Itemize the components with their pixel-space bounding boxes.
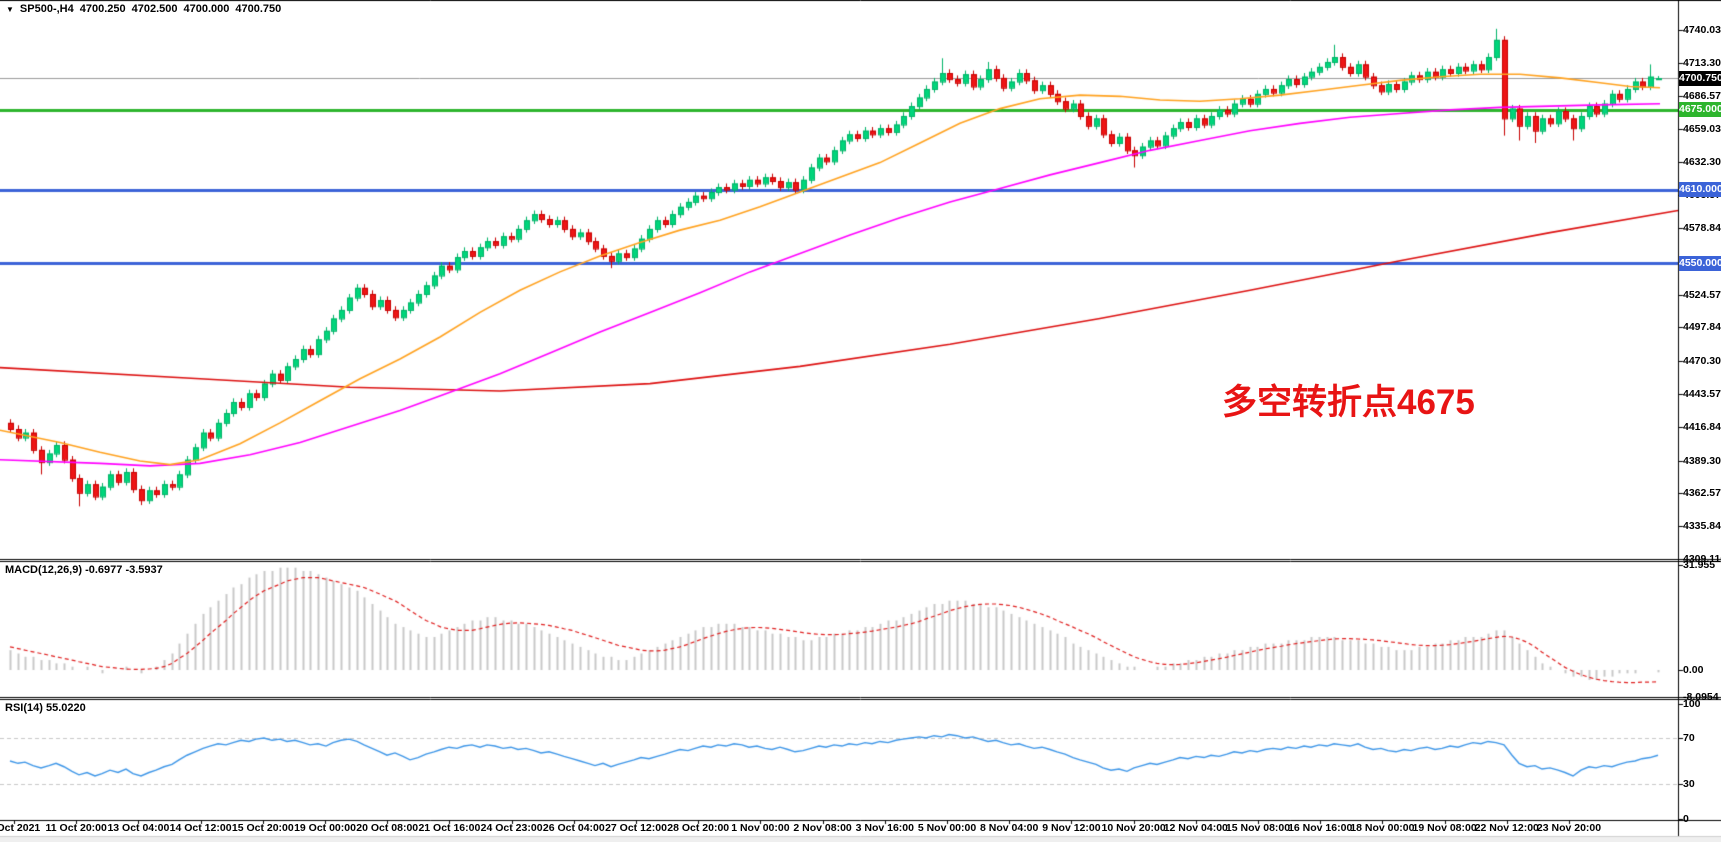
price-tick-label: 4497.840: [1683, 321, 1721, 334]
price-tick-label: 4740.030: [1683, 24, 1721, 36]
time-tick-label: 18 Nov 00:00: [1350, 822, 1415, 834]
time-tick-label: 13 Oct 04:00: [107, 822, 170, 834]
time-tick-label: 2 Nov 08:00: [793, 822, 852, 834]
rsi-axis-label: 70: [1683, 732, 1695, 744]
price-tick-label: 4578.840: [1683, 221, 1721, 234]
rsi-axis-label: 0: [1683, 812, 1689, 825]
time-tick-label: 22 Nov 12:00: [1474, 822, 1539, 834]
time-tick-label: 26 Oct 04:00: [542, 822, 605, 834]
time-tick-label: 15 Oct 20:00: [231, 822, 294, 834]
rsi-axis-label: 30: [1683, 778, 1695, 790]
price-level-tag[interactable]: 4610.000: [1679, 182, 1721, 197]
rsi-axis-label: 100: [1683, 697, 1701, 710]
macd-indicator-label: MACD(12,26,9) -0.6977 -3.5937: [5, 564, 163, 576]
macd-axis-label: -8.0954: [1683, 690, 1719, 703]
price-level-tag[interactable]: 4700.750: [1679, 71, 1721, 86]
time-tick-label: 8 Nov 04:00: [980, 822, 1039, 834]
price-level-tag[interactable]: 4675.000: [1679, 102, 1721, 117]
macd-axis-label: 31.955: [1683, 558, 1716, 571]
price-tick-label: 4470.300: [1683, 355, 1721, 368]
time-tick-label: 9 Nov 12:00: [1042, 822, 1101, 834]
time-tick-label: 5 Nov 00:00: [917, 822, 977, 834]
time-tick-label: 24 Oct 23:00: [480, 822, 543, 834]
price-tick-label: 4686.570: [1683, 89, 1721, 102]
macd-axis-label: 0.00: [1683, 664, 1704, 676]
time-tick-label: 1 Nov 00:00: [731, 822, 790, 834]
chart-header: ▼ SP500-,H4 4700.250 4702.500 4700.000 4…: [6, 3, 281, 15]
symbol-title: SP500-,H4: [19, 3, 74, 15]
rsi-indicator-label: RSI(14) 55.0220: [5, 702, 86, 714]
time-tick-label: 16 Nov 16:00: [1288, 822, 1353, 834]
time-tick-label: 27 Oct 12:00: [605, 822, 667, 834]
time-tick-label: 11 Oct 20:00: [45, 822, 107, 834]
time-tick-label: 19 Nov 08:00: [1412, 822, 1477, 834]
time-tick-label: 8 Oct 2021: [0, 822, 41, 834]
time-tick-label: 12 Nov 04:00: [1163, 822, 1228, 834]
price-tick-label: 4632.300: [1683, 156, 1721, 169]
price-tick-label: 4659.030: [1683, 123, 1721, 136]
time-tick-label: 21 Oct 16:00: [418, 822, 481, 834]
price-tick-label: 4416.840: [1683, 420, 1721, 433]
time-tick-label: 10 Nov 20:00: [1101, 822, 1166, 834]
price-tick-label: 4335.840: [1683, 520, 1721, 533]
price-tick-label: 4713.300: [1683, 56, 1721, 69]
time-tick-label: 20 Oct 08:00: [356, 822, 419, 834]
time-tick-label: 14 Oct 12:00: [169, 822, 232, 834]
ohlc-low-value: 4700.000: [183, 3, 230, 15]
price-tick-label: 4443.570: [1683, 387, 1721, 400]
time-tick-label: 23 Nov 20:00: [1536, 822, 1602, 834]
price-tick-label: 4524.570: [1683, 288, 1721, 301]
ohlc-open-value: 4700.250: [79, 3, 126, 15]
time-tick-label: 19 Oct 00:00: [294, 822, 356, 834]
annotation-text: 多空转折点4675: [1222, 383, 1475, 422]
time-tick-label: 28 Oct 20:00: [667, 822, 730, 834]
ohlc-close-value: 4700.750: [235, 3, 282, 15]
price-tick-label: 4309.110: [1683, 553, 1721, 565]
price-tick-label: 4362.570: [1683, 487, 1721, 500]
ohlc-high-value: 4702.500: [131, 3, 178, 15]
price-level-tag[interactable]: 4550.000: [1679, 256, 1721, 271]
symbol-dropdown-icon[interactable]: ▼: [6, 4, 14, 14]
time-tick-label: 15 Nov 08:00: [1225, 822, 1291, 834]
time-tick-label: 3 Nov 16:00: [855, 822, 914, 834]
price-tick-label: 4389.300: [1683, 454, 1721, 467]
